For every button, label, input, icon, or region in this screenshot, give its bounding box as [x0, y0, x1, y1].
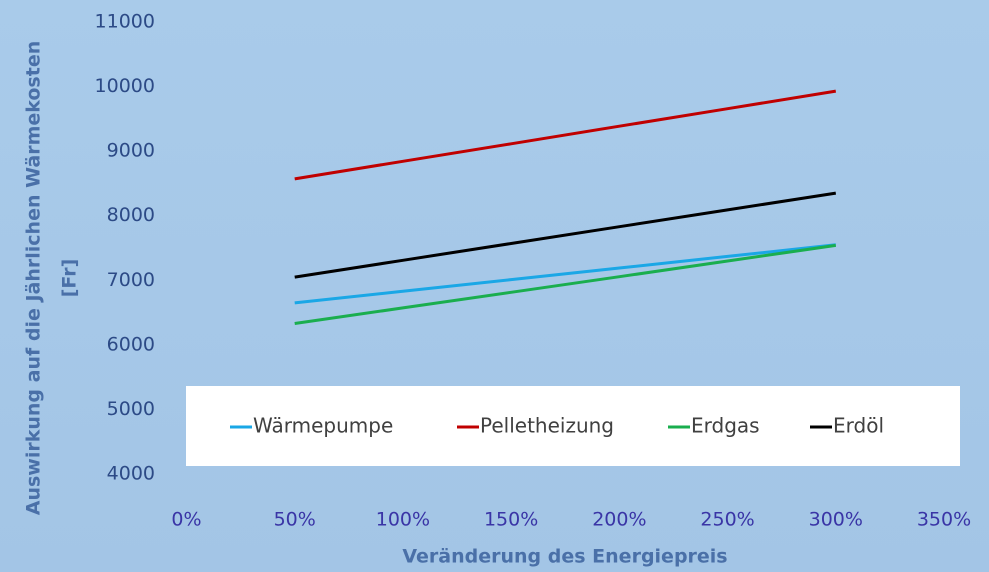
- y-tick-label: 8000: [107, 204, 155, 226]
- x-tick-label: 300%: [809, 509, 863, 531]
- y-tick-label: 10000: [95, 75, 155, 97]
- y-tick-label: 11000: [95, 11, 155, 33]
- series-line: [294, 243, 836, 305]
- series-line: [294, 191, 837, 279]
- x-tick-label: 350%: [917, 509, 971, 531]
- x-tick-label: 100%: [376, 509, 430, 531]
- x-tick-label: 0%: [171, 509, 201, 531]
- x-tick-label: 200%: [592, 509, 646, 531]
- y-tick-label: 7000: [107, 269, 155, 291]
- x-tick-label: 50%: [274, 509, 316, 531]
- legend-label: Erdgas: [691, 414, 760, 438]
- y-tick-label: 9000: [107, 140, 155, 162]
- y-tick-label: 5000: [107, 398, 155, 420]
- x-axis-title: Veränderung des Energiepreis: [402, 546, 727, 568]
- series-line: [294, 243, 837, 325]
- x-tick-label: 250%: [700, 509, 754, 531]
- y-tick-label: 4000: [107, 463, 155, 485]
- y-axis-title: Auswirkung auf die Jährlichen Wärmekoste…: [23, 41, 45, 516]
- legend-label: Pelletheizung: [480, 414, 614, 438]
- y-axis-title: [Fr]: [59, 259, 81, 298]
- y-tick-label: 6000: [107, 333, 155, 355]
- legend-label: Erdöl: [833, 414, 884, 438]
- x-tick-label: 150%: [484, 509, 538, 531]
- series-line: [294, 89, 837, 181]
- legend-label: Wärmepumpe: [253, 414, 393, 438]
